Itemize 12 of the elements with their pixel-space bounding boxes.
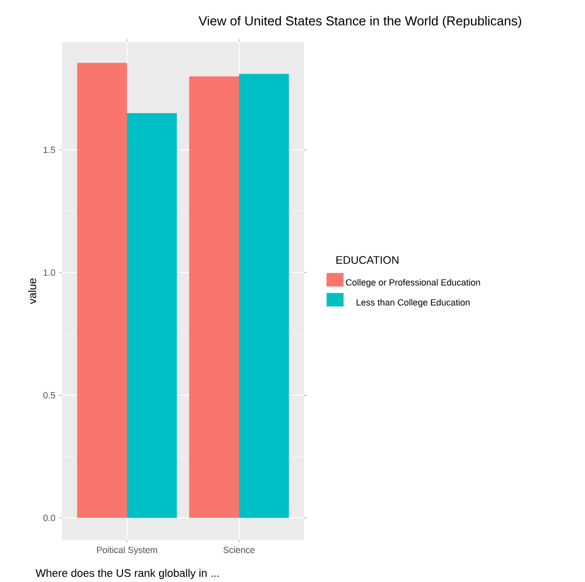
y-tick-label: 1.0 <box>44 269 56 276</box>
x-tick-label: Poitical System <box>97 546 158 555</box>
legend-title: EDUCATION <box>336 256 398 264</box>
x-tick-label: Science <box>223 546 255 554</box>
y-tick-label: 1.5 <box>44 146 56 154</box>
y-tick-label: 0.5 <box>43 392 56 398</box>
y-axis-title: value <box>28 278 36 304</box>
y-tick-label: 0.0 <box>43 514 56 522</box>
legend-label: Less than College Education <box>356 298 470 308</box>
text: View of United States Stance in the World (Republicans) <box>198 16 522 28</box>
legend-label: College or Professional Education <box>346 278 480 288</box>
x-axis-title: Where does the US rank globally in ... <box>36 568 218 580</box>
